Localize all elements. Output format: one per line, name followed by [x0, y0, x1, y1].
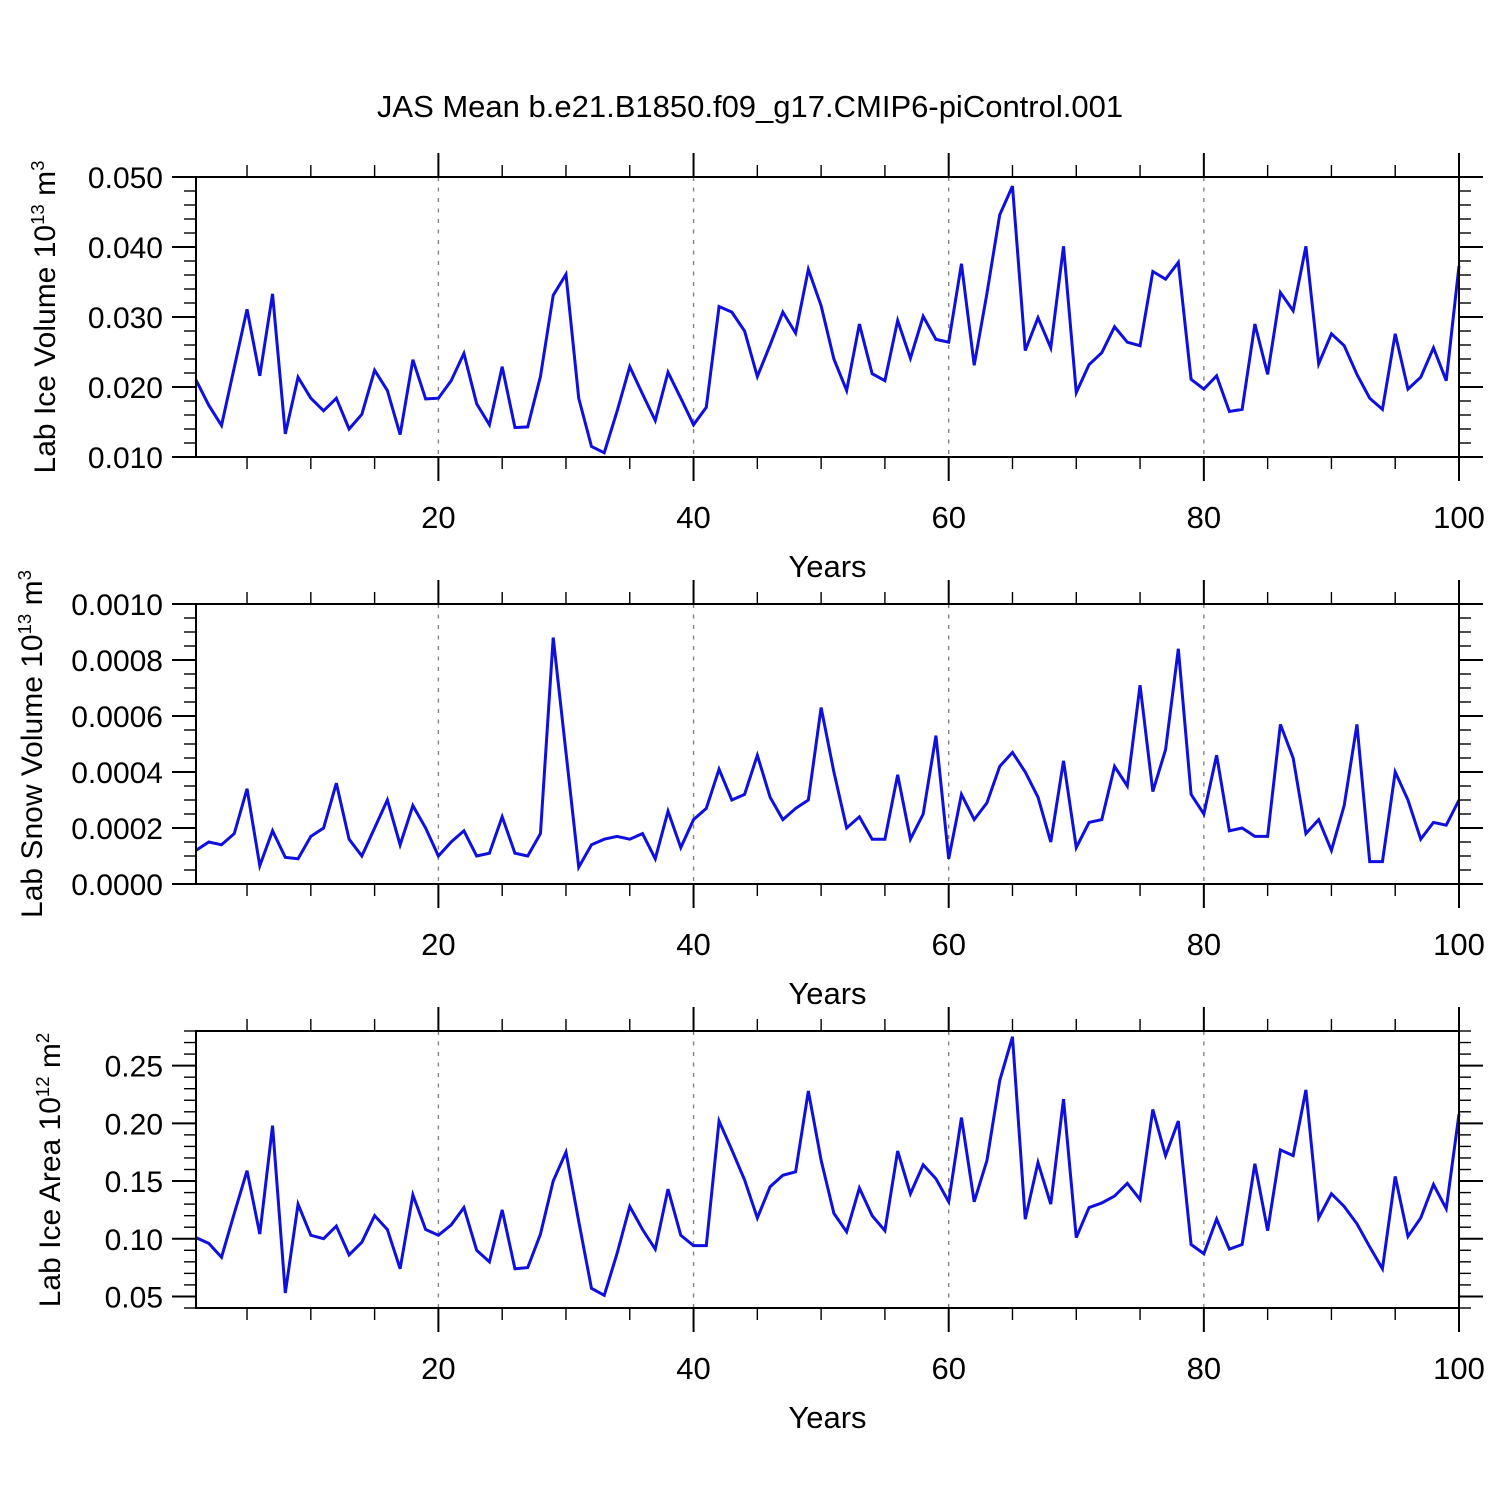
x-tick-label: 60 [931, 1351, 965, 1386]
x-tick-label: 80 [1187, 1351, 1221, 1386]
y-tick-label: 0.05 [105, 1281, 163, 1314]
y-axis-title-units-exponent: 3 [14, 570, 35, 581]
data-line-lab-snow-volume [195, 637, 1461, 872]
x-tick-label: 100 [1433, 927, 1485, 962]
panel-lab-ice-volume: 20 40 60 80 100 0.010 0.020 0.030 0.040 0.050 Year… [88, 153, 1485, 584]
data-line-lab-ice-area [195, 1036, 1461, 1298]
y-tick-label: 0.20 [105, 1108, 163, 1141]
y-axis-title-units: m [16, 580, 49, 614]
y-axis-title-exponent: 12 [32, 1076, 53, 1098]
y-tick-label: 0.0004 [71, 757, 163, 790]
x-axis-title: Years [788, 549, 866, 584]
y-tick-label: 0.020 [88, 372, 163, 405]
y-tick-label: 0.0006 [71, 701, 163, 734]
y-tick-label: 0.25 [105, 1051, 163, 1084]
x-tick-label: 80 [1187, 500, 1221, 535]
x-axis-title: Years [788, 1400, 866, 1435]
y-axis-title-exponent: 13 [27, 204, 48, 225]
x-tick-label: 40 [676, 1351, 710, 1386]
y-axis-title-text: Lab Ice Area 10 [34, 1097, 67, 1308]
y-tick-label: 0.10 [105, 1224, 163, 1257]
y-axis-title-units-exponent: 3 [27, 160, 48, 171]
x-tick-label: 20 [421, 500, 455, 535]
x-tick-label: 80 [1187, 927, 1221, 962]
x-tick-label: 40 [676, 927, 710, 962]
y-tick-label: 0.010 [88, 442, 163, 475]
plot-frame [195, 176, 1460, 458]
x-tick-label: 20 [421, 1351, 455, 1386]
y-tick-label: 0.030 [88, 302, 163, 335]
panel-lab-ice-area: 20 40 60 80 100 0.05 0.10 0.15 0.20 0.25 Years [105, 1007, 1485, 1435]
y-tick-label: 0.050 [88, 162, 163, 195]
x-tick-label: 60 [931, 927, 965, 962]
y-tick-label: 0.0002 [71, 813, 163, 846]
y-tick-label: 0.0010 [71, 589, 163, 622]
y-axis-title-units: m [29, 170, 62, 205]
figure-title: JAS Mean b.e21.B1850.f09_g17.CMIP6-piCon… [376, 89, 1124, 124]
y-axis-title-units: m [34, 1043, 67, 1077]
x-tick-label: 40 [676, 500, 710, 535]
data-line-lab-ice-volume [194, 185, 1461, 455]
y-axis-title-units-exponent: 2 [32, 1032, 53, 1044]
y-tick-label: 0.0008 [71, 645, 163, 678]
x-tick-label: 100 [1433, 500, 1485, 535]
x-axis-title: Years [788, 976, 866, 1011]
x-tick-label: 100 [1433, 1351, 1485, 1386]
panel-lab-snow-volume: 20 40 60 80 100 0.0000 0.0002 0.0004 0.0006 0.000… [71, 580, 1485, 1011]
y-axis-title-exponent: 13 [14, 613, 35, 635]
y-tick-label: 0.0000 [71, 869, 163, 902]
x-tick-label: 60 [931, 500, 965, 535]
y-tick-label: 0.040 [88, 232, 163, 265]
x-tick-label: 20 [421, 927, 455, 962]
y-axis-title-ice-area: Lab Ice Area 1012 m2 [21, 820, 67, 1500]
y-tick-label: 0.15 [105, 1166, 163, 1199]
plot-frame [195, 1030, 1460, 1309]
